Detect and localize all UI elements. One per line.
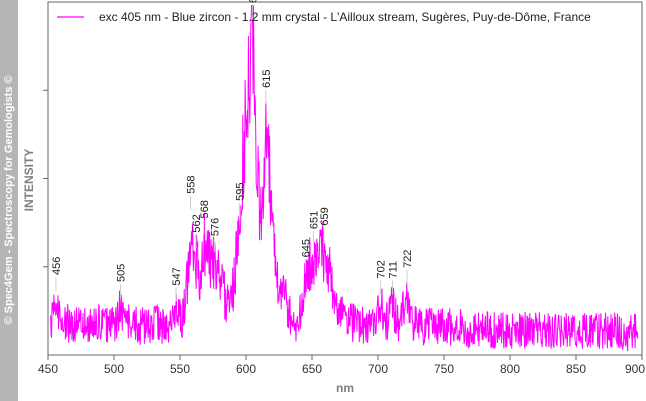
peak-label: 605 [248, 0, 260, 3]
peak-label: 711 [388, 261, 400, 279]
peak-label: 547 [171, 267, 183, 285]
x-tick-label: 900 [625, 362, 645, 376]
legend-label: exc 405 nm - Blue zircon - 1.2 mm crysta… [99, 10, 591, 24]
x-tick-label: 800 [500, 362, 520, 376]
spectrum-line [50, 5, 639, 352]
x-tick-label: 600 [236, 362, 256, 376]
peak-label: 562 [191, 214, 203, 232]
legend: exc 405 nm - Blue zircon - 1.2 mm crysta… [57, 10, 591, 24]
watermark-sidebar: © Spec4Gem - Spectroscopy for Gemologist… [0, 0, 18, 401]
x-tick-label: 750 [434, 362, 454, 376]
x-tick-label: 650 [302, 362, 322, 376]
peak-label: 505 [116, 264, 128, 282]
peak-label: 576 [209, 218, 221, 236]
peak-label: 722 [402, 250, 414, 268]
peak-label: 456 [51, 257, 63, 275]
x-tick-label: 700 [368, 362, 388, 376]
y-ticks [43, 89, 48, 268]
x-tick-label: 450 [38, 362, 58, 376]
peak-label: 702 [376, 260, 388, 278]
peak-label: 615 [261, 70, 273, 88]
peak-label: 558 [186, 175, 198, 193]
peak-label: 595 [234, 183, 246, 201]
peak-label: 568 [199, 200, 211, 218]
y-axis-title: INTENSITY [22, 149, 36, 212]
peak-label: 645 [300, 239, 312, 257]
peak-label: 651 [308, 211, 320, 229]
x-tick-label: 850 [566, 362, 586, 376]
plot-area [47, 1, 643, 356]
peak-label: 659 [319, 207, 331, 225]
x-tick-label: 500 [104, 362, 124, 376]
x-axis-title: nm [336, 381, 354, 395]
x-tick-label: 550 [170, 362, 190, 376]
x-ticks: 450 500 550 600 650 700 750 800 850 900 [38, 355, 645, 376]
